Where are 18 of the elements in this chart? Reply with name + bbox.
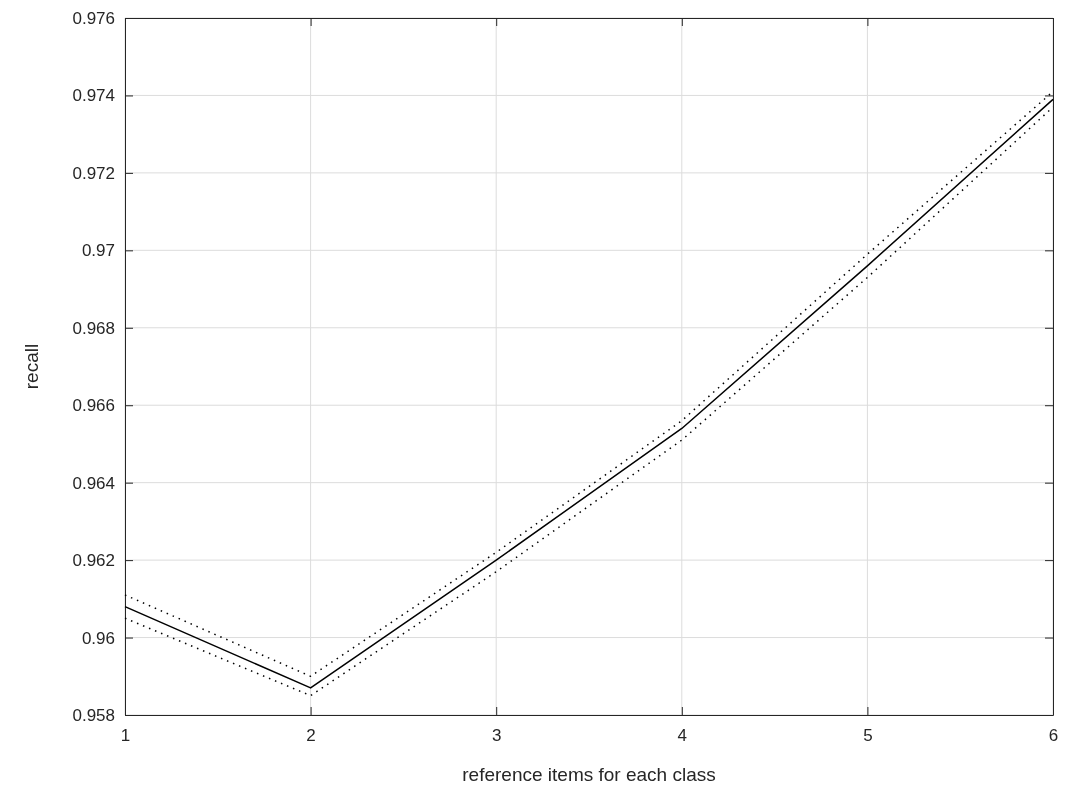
y-tick-label: 0.966 — [72, 396, 115, 416]
y-tick-label: 0.976 — [72, 8, 115, 28]
y-tick-label: 0.962 — [72, 551, 115, 571]
y-axis-title: recall — [21, 343, 42, 390]
y-tick-label: 0.968 — [72, 318, 115, 338]
x-tick-label: 1 — [120, 726, 131, 746]
y-tick-label: 0.972 — [72, 163, 115, 183]
y-tick-label: 0.96 — [81, 628, 115, 648]
x-axis-title: reference items for each class — [462, 764, 716, 785]
x-tick-label: 6 — [1048, 726, 1059, 746]
y-tick-label: 0.958 — [72, 705, 115, 725]
x-tick-label: 3 — [491, 726, 502, 746]
y-tick-label: 0.964 — [72, 473, 115, 493]
y-tick-label: 0.97 — [81, 241, 115, 261]
y-tick-label: 0.974 — [72, 86, 115, 106]
x-tick-label: 2 — [306, 726, 316, 746]
x-tick-label: 5 — [863, 726, 873, 746]
x-tick-label: 4 — [677, 726, 688, 746]
